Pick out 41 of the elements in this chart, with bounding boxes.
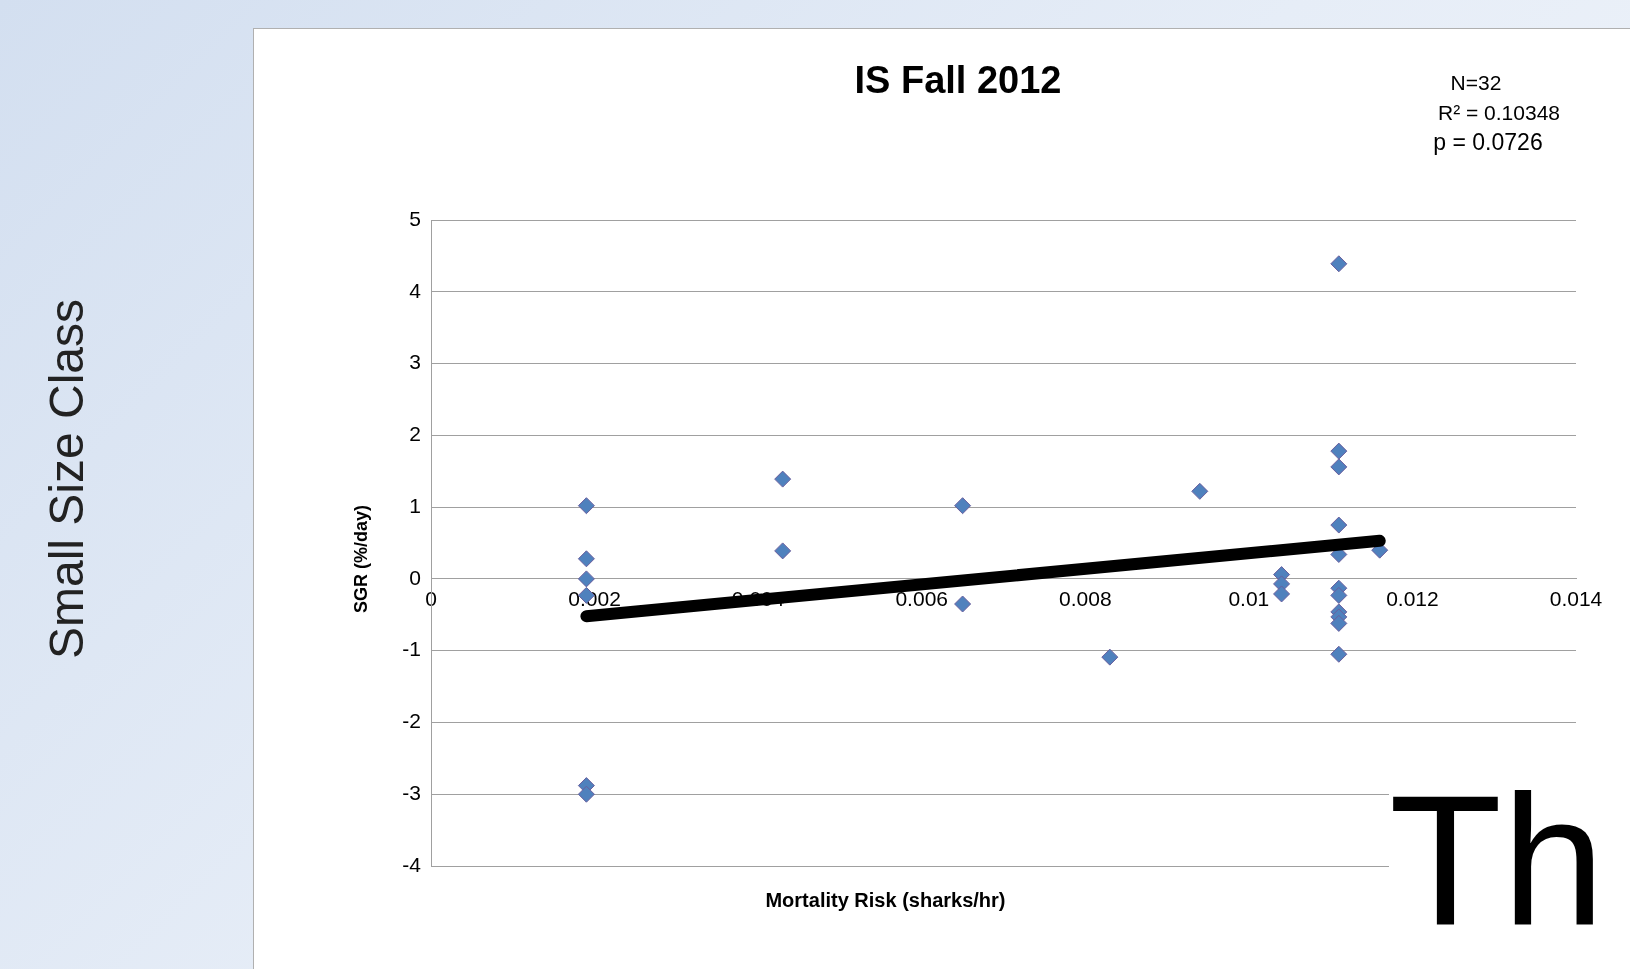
point	[954, 595, 972, 613]
point	[774, 542, 792, 560]
x-tick-label: 0.014	[1549, 587, 1603, 611]
point	[1330, 458, 1348, 476]
y-tick-label: -2	[402, 709, 421, 733]
y-axis-title: SGR (%/day)	[350, 504, 372, 614]
point	[577, 497, 595, 515]
point	[954, 497, 972, 515]
point	[1101, 648, 1119, 666]
x-tick-label: 0.006	[895, 587, 948, 611]
point	[1273, 585, 1291, 603]
y-tick-label: 4	[409, 278, 422, 302]
point	[577, 570, 595, 588]
x-axis-title: Mortality Risk (sharks/hr)	[765, 889, 1006, 912]
point	[577, 550, 595, 568]
point	[1330, 645, 1348, 663]
x-tick-label: 0.01	[1228, 587, 1270, 611]
point	[1191, 482, 1209, 500]
y-tick-label: 2	[409, 422, 421, 446]
x-tick-label: 0.012	[1386, 587, 1439, 611]
text: R² = 0.10348	[1437, 101, 1561, 125]
y-tick-label: -1	[402, 637, 421, 661]
y-tick-label: -4	[402, 852, 422, 876]
y-tick-label: -3	[402, 781, 421, 805]
annotation: Th	[1389, 758, 1606, 964]
y-tick-label: 5	[409, 206, 421, 230]
text: N=32	[1450, 71, 1502, 95]
y-tick-label: 3	[409, 350, 421, 374]
y-tick-label: 0	[409, 565, 421, 589]
point	[1330, 586, 1348, 604]
point	[577, 785, 595, 803]
point	[1330, 442, 1348, 460]
y-tick-label: 1	[409, 493, 421, 517]
point	[1330, 255, 1348, 273]
point	[1330, 516, 1348, 534]
x-tick-label: 0.008	[1059, 587, 1112, 611]
point	[1330, 614, 1348, 632]
text: Small Size Class	[38, 298, 94, 660]
text: p = 0.0726	[1433, 129, 1543, 156]
chart-title: IS Fall 2012	[854, 59, 1062, 102]
point	[774, 470, 792, 488]
